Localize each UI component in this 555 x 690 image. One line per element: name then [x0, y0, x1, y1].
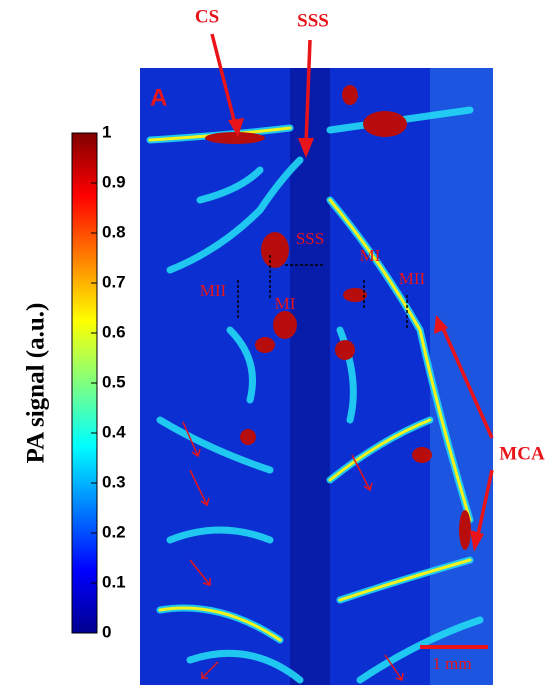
- colorbar-ticks: 0 0.1 0.2 0.3 0.4 0.5 0.6 0.7 0.8 0.9 1: [91, 122, 126, 641]
- region-label: SSS: [296, 229, 324, 248]
- arrows: [210, 33, 494, 552]
- colorbar-tick-label: 0.5: [102, 372, 126, 391]
- colorbar-label: PA signal (a.u.): [23, 303, 50, 464]
- region-label: MI: [360, 246, 381, 265]
- colorbar-tick-label: 0.4: [102, 422, 126, 441]
- annotation: SSS: [297, 10, 329, 31]
- colorbar-tick-label: 0: [102, 622, 111, 641]
- colorbar-tick-label: 0.8: [102, 222, 126, 241]
- panel-label: A: [150, 84, 167, 111]
- colorbar-tick-label: 0.9: [102, 172, 126, 191]
- colorbar-tick-label: 0.2: [102, 522, 126, 541]
- small-arrows: [182, 421, 404, 681]
- colorbar-tick-label: 1: [102, 122, 111, 141]
- colorbar-tick-label: 0.3: [102, 472, 126, 491]
- region-label: MII: [399, 269, 426, 288]
- scale-bar-label: 1 mm: [432, 654, 471, 673]
- annotation: MCA: [499, 443, 545, 464]
- region-label: MII: [200, 281, 227, 300]
- colorbar-tick-label: 0.7: [102, 272, 126, 291]
- pa-image: [140, 68, 493, 685]
- colorbar-tick-label: 0.6: [102, 322, 126, 341]
- colorbar-tick-label: 0.1: [102, 572, 126, 591]
- annotation: CS: [195, 6, 219, 27]
- region-label: MI: [275, 294, 296, 313]
